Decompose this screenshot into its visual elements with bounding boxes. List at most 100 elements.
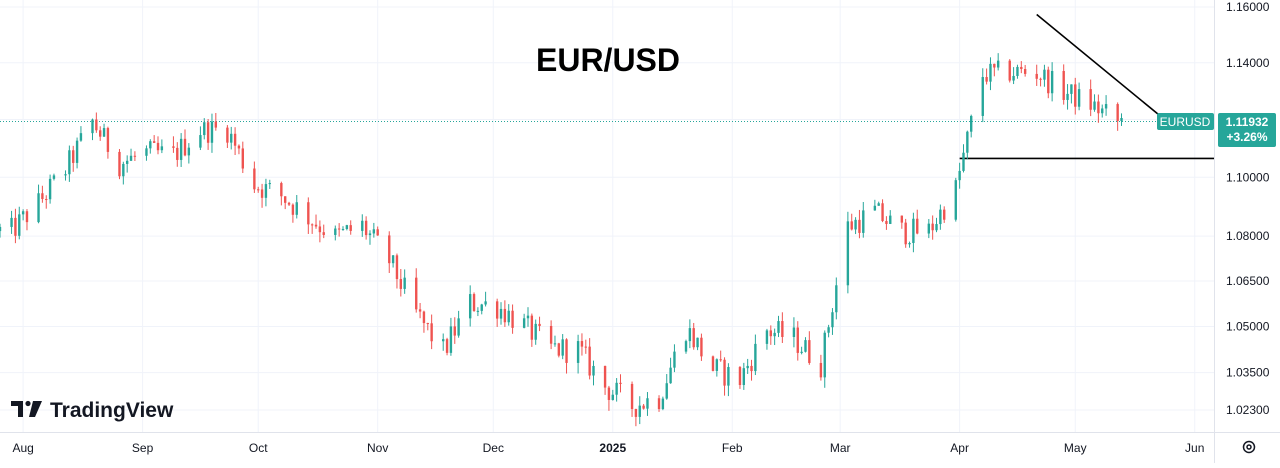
candle-body bbox=[534, 323, 537, 340]
candle-body bbox=[688, 328, 692, 342]
time-axis[interactable]: Aug Sep Oct Nov Dec 2025 Feb Mar Apr May Jun bbox=[12, 441, 1204, 455]
candle bbox=[14, 208, 17, 244]
candle-body bbox=[318, 226, 322, 233]
drawings-layer bbox=[0, 13, 1214, 160]
candle-body bbox=[179, 138, 183, 160]
candle bbox=[472, 292, 476, 312]
candle-body bbox=[0, 226, 2, 232]
candle-body bbox=[426, 323, 429, 325]
candle-body bbox=[75, 140, 79, 163]
candle-body bbox=[927, 223, 931, 234]
candle bbox=[943, 206, 946, 223]
candle-body bbox=[52, 175, 56, 179]
current-price-tag: EURUSD 1.11932 +3.26% bbox=[1157, 113, 1276, 147]
candle bbox=[230, 126, 233, 150]
candle bbox=[1066, 84, 1069, 110]
candle-body bbox=[37, 193, 40, 223]
candle bbox=[68, 145, 71, 182]
candle-body bbox=[642, 405, 645, 409]
candle-body bbox=[723, 359, 726, 386]
candle bbox=[669, 357, 672, 384]
candle-body bbox=[850, 221, 853, 230]
price-tick-label: 1.06500 bbox=[1226, 274, 1270, 288]
candle bbox=[1062, 64, 1065, 105]
candle-body bbox=[908, 243, 911, 245]
candle bbox=[592, 360, 595, 386]
candle bbox=[665, 374, 668, 400]
candle-body bbox=[499, 308, 503, 319]
candle bbox=[172, 136, 175, 153]
candle bbox=[260, 183, 264, 208]
candle bbox=[480, 303, 483, 315]
candle bbox=[118, 149, 121, 180]
candle-body bbox=[283, 196, 287, 203]
candle-body bbox=[237, 145, 241, 149]
candle-body bbox=[808, 340, 811, 363]
candle-body bbox=[418, 309, 422, 312]
candle-body bbox=[349, 225, 352, 231]
candle-body bbox=[1039, 78, 1042, 80]
candle bbox=[711, 355, 715, 372]
candle bbox=[1070, 84, 1073, 104]
candle-body bbox=[1101, 108, 1104, 114]
candle bbox=[700, 333, 703, 361]
candle bbox=[214, 112, 218, 131]
candle-body bbox=[611, 394, 614, 400]
candle bbox=[615, 378, 618, 402]
candle bbox=[646, 392, 649, 416]
candle bbox=[418, 302, 422, 319]
candle bbox=[1047, 66, 1050, 99]
candle-body bbox=[1066, 93, 1069, 100]
candle bbox=[129, 148, 133, 162]
candle-body bbox=[765, 330, 769, 344]
candle bbox=[715, 358, 719, 377]
candle bbox=[307, 197, 310, 234]
candle-body bbox=[253, 168, 256, 190]
candle-body bbox=[931, 223, 934, 231]
candle bbox=[41, 185, 44, 203]
candle bbox=[295, 195, 298, 219]
candle bbox=[769, 325, 772, 345]
candle bbox=[399, 269, 403, 297]
candle-body bbox=[457, 318, 460, 336]
candle bbox=[79, 126, 83, 142]
candle bbox=[823, 330, 826, 388]
candle bbox=[1101, 104, 1104, 118]
candle bbox=[657, 395, 661, 412]
candle-body bbox=[522, 318, 526, 328]
candle bbox=[511, 304, 514, 334]
time-tick-label: Aug bbox=[12, 441, 33, 455]
candle-body bbox=[442, 339, 445, 342]
candle bbox=[102, 123, 106, 137]
candle-body bbox=[334, 228, 337, 235]
candle bbox=[1020, 61, 1023, 74]
candle-body bbox=[337, 228, 341, 230]
candle bbox=[280, 181, 283, 206]
candle bbox=[549, 320, 553, 350]
candle bbox=[996, 53, 1000, 71]
candle bbox=[0, 223, 2, 238]
candle bbox=[742, 362, 746, 390]
candle-body bbox=[79, 133, 83, 141]
candle-body bbox=[48, 178, 52, 200]
candle bbox=[1074, 77, 1077, 115]
candle bbox=[530, 313, 534, 347]
candle-body bbox=[966, 131, 969, 153]
candle bbox=[237, 144, 241, 155]
candle bbox=[1077, 82, 1081, 111]
candle-body bbox=[1097, 101, 1100, 114]
time-tick-label: May bbox=[1064, 441, 1087, 455]
candle-body bbox=[507, 310, 510, 323]
candle-body bbox=[669, 367, 672, 384]
candle-body bbox=[1008, 60, 1011, 81]
candle bbox=[75, 137, 79, 169]
candle bbox=[985, 68, 988, 85]
gear-icon[interactable] bbox=[1242, 440, 1256, 454]
candle-body bbox=[280, 183, 283, 197]
candle bbox=[804, 337, 807, 353]
candle-body bbox=[1120, 118, 1123, 121]
time-tick-label: Apr bbox=[950, 441, 969, 455]
price-axis[interactable]: 1.160001.140001.120001.100001.080001.065… bbox=[1226, 0, 1270, 417]
